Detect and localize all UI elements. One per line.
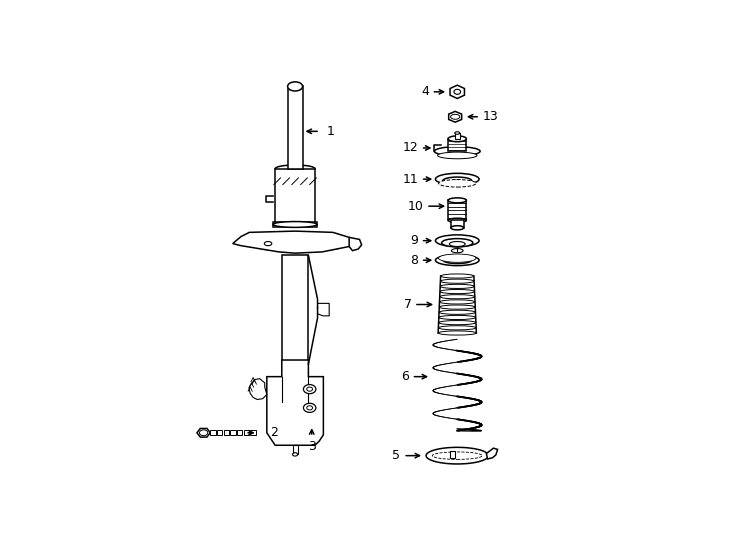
Ellipse shape [454, 89, 460, 94]
Ellipse shape [308, 407, 316, 411]
Ellipse shape [288, 82, 302, 91]
Ellipse shape [435, 173, 479, 185]
Ellipse shape [438, 180, 476, 187]
Ellipse shape [448, 198, 466, 203]
Text: 13: 13 [483, 110, 499, 123]
Ellipse shape [307, 387, 313, 391]
Ellipse shape [439, 305, 475, 309]
Ellipse shape [448, 218, 466, 222]
Ellipse shape [435, 255, 479, 266]
Bar [288, 86, 302, 168]
Text: 6: 6 [401, 370, 409, 383]
Polygon shape [487, 448, 498, 459]
Bar [230, 430, 236, 435]
Bar [450, 451, 455, 458]
Ellipse shape [275, 165, 315, 172]
Text: 3: 3 [308, 440, 316, 453]
Polygon shape [249, 379, 267, 400]
Ellipse shape [307, 406, 313, 410]
Ellipse shape [258, 245, 340, 251]
Ellipse shape [438, 331, 476, 335]
Ellipse shape [435, 235, 479, 246]
Bar [448, 139, 466, 151]
Ellipse shape [440, 284, 474, 288]
Text: 2: 2 [270, 426, 278, 439]
Ellipse shape [442, 239, 473, 247]
Text: 10: 10 [407, 200, 424, 213]
Ellipse shape [455, 132, 459, 134]
Polygon shape [450, 85, 465, 98]
Bar [448, 200, 466, 220]
Ellipse shape [432, 452, 482, 460]
Ellipse shape [439, 310, 476, 314]
Text: 12: 12 [402, 141, 418, 154]
Bar [210, 430, 216, 435]
Ellipse shape [443, 257, 471, 264]
Ellipse shape [439, 315, 476, 320]
Bar [224, 430, 229, 435]
Ellipse shape [451, 248, 463, 253]
Bar [282, 255, 308, 364]
Ellipse shape [443, 177, 472, 185]
Bar [250, 430, 255, 435]
Ellipse shape [453, 180, 462, 184]
Ellipse shape [438, 326, 476, 330]
Bar [217, 430, 222, 435]
Text: 4: 4 [421, 85, 429, 98]
Polygon shape [197, 428, 210, 437]
Ellipse shape [200, 430, 208, 436]
Ellipse shape [449, 241, 465, 246]
Bar [451, 220, 464, 228]
Ellipse shape [437, 152, 477, 159]
Bar [275, 168, 315, 223]
Polygon shape [233, 231, 355, 253]
Ellipse shape [303, 384, 316, 394]
Ellipse shape [293, 453, 297, 456]
Ellipse shape [440, 274, 474, 278]
Ellipse shape [438, 254, 476, 262]
Polygon shape [349, 238, 362, 251]
Bar [455, 133, 459, 139]
Bar [244, 430, 249, 435]
Bar [237, 430, 242, 435]
Bar [273, 222, 317, 227]
Ellipse shape [439, 321, 476, 325]
Ellipse shape [451, 114, 459, 119]
Bar [308, 409, 316, 418]
Ellipse shape [264, 241, 272, 246]
Polygon shape [448, 111, 462, 122]
Ellipse shape [304, 406, 319, 418]
Text: 1: 1 [327, 125, 334, 138]
Ellipse shape [440, 300, 475, 304]
Ellipse shape [273, 221, 317, 227]
Ellipse shape [440, 289, 475, 294]
Ellipse shape [435, 147, 480, 156]
Text: 9: 9 [410, 234, 418, 247]
Text: 8: 8 [410, 254, 418, 267]
Text: 5: 5 [392, 449, 400, 462]
Polygon shape [267, 360, 324, 445]
Bar [293, 446, 297, 454]
Ellipse shape [303, 403, 316, 413]
Text: 7: 7 [404, 298, 412, 311]
Ellipse shape [440, 295, 475, 299]
Polygon shape [426, 447, 488, 464]
Ellipse shape [308, 416, 316, 420]
Ellipse shape [451, 226, 464, 230]
Ellipse shape [440, 279, 474, 284]
Text: 11: 11 [402, 173, 418, 186]
Ellipse shape [448, 136, 466, 141]
